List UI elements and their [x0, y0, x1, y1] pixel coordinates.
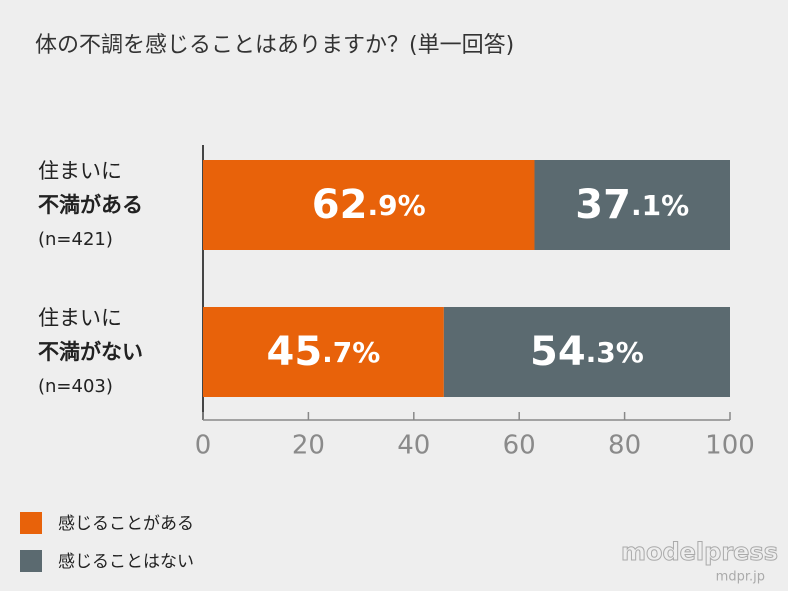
- category-label: (n=421): [38, 229, 113, 250]
- bar-segment: [203, 160, 535, 250]
- chart-title: 体の不調を感じることはありますか？(単一回答): [35, 33, 514, 58]
- bar-segment: [443, 307, 730, 397]
- legend-label: 感じることがある: [58, 514, 194, 534]
- value-label: 45.7%: [266, 329, 380, 375]
- category-label: (n=403): [38, 376, 113, 397]
- watermark-url: mdpr.jp: [716, 570, 765, 585]
- x-tick-label: 100: [705, 431, 755, 461]
- x-tick-label: 20: [292, 431, 325, 461]
- legend-label: 感じることはない: [58, 552, 194, 572]
- bar-segment: [534, 160, 730, 250]
- value-label: 62.9%: [312, 182, 426, 228]
- legend-swatch: [20, 550, 42, 572]
- value-label: 54.3%: [530, 329, 644, 375]
- category-label: 住まいに: [38, 159, 122, 183]
- value-label: 37.1%: [575, 182, 689, 228]
- x-tick-label: 40: [397, 431, 430, 461]
- category-label: 住まいに: [38, 306, 122, 330]
- x-tick-label: 80: [608, 431, 641, 461]
- x-tick-label: 0: [195, 431, 212, 461]
- category-label: 不満がある: [38, 193, 143, 217]
- bar-segment: [203, 307, 444, 397]
- x-tick-label: 60: [503, 431, 536, 461]
- watermark: modelpress: [621, 538, 778, 566]
- legend-swatch: [20, 512, 42, 534]
- category-label: 不満がない: [38, 340, 143, 364]
